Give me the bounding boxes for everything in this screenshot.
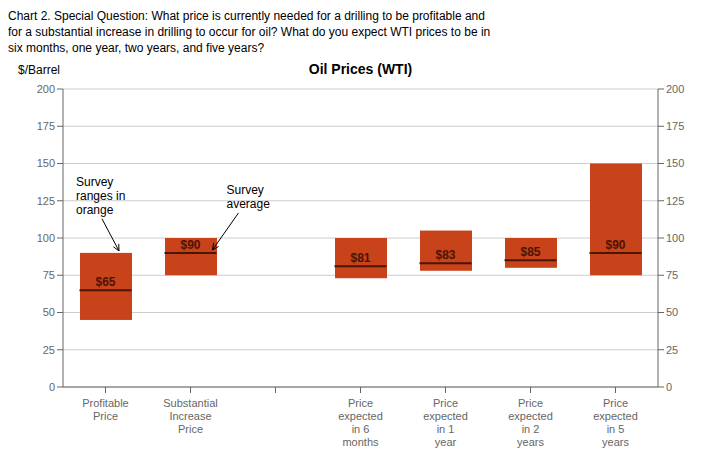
svg-text:0: 0 [49, 381, 55, 393]
svg-text:200: 200 [666, 83, 684, 95]
svg-text:$90: $90 [180, 238, 200, 252]
svg-text:SubstantialIncreasePrice: SubstantialIncreasePrice [163, 397, 217, 435]
svg-text:125: 125 [666, 195, 684, 207]
svg-text:ProfitablePrice: ProfitablePrice [82, 397, 128, 422]
svg-text:25: 25 [43, 344, 55, 356]
svg-text:100: 100 [37, 232, 55, 244]
svg-text:150: 150 [666, 157, 684, 169]
html-text:$/Barrel: $/Barrel [18, 63, 60, 77]
svg-text:50: 50 [666, 306, 678, 318]
svg-text:75: 75 [43, 269, 55, 281]
svg-text:175: 175 [666, 120, 684, 132]
svg-text:125: 125 [37, 195, 55, 207]
svg-text:Surveyaverage: Surveyaverage [227, 183, 271, 211]
svg-text:25: 25 [666, 344, 678, 356]
html-text:Oil Prices (WTI): Oil Prices (WTI) [308, 61, 413, 77]
svg-text:175: 175 [37, 120, 55, 132]
svg-text:$65: $65 [95, 275, 115, 289]
svg-text:Priceexpectedin 2years: Priceexpectedin 2years [508, 397, 553, 448]
svg-text:Priceexpectedin 1year: Priceexpectedin 1year [423, 397, 468, 448]
svg-text:100: 100 [666, 232, 684, 244]
svg-text:Surveyranges inorange: Surveyranges inorange [76, 175, 125, 217]
svg-text:$81: $81 [350, 251, 370, 265]
svg-text:75: 75 [666, 269, 678, 281]
svg-text:Priceexpectedin 5years: Priceexpectedin 5years [593, 397, 638, 448]
svg-text:50: 50 [43, 306, 55, 318]
svg-text:$90: $90 [605, 238, 625, 252]
svg-text:0: 0 [666, 381, 672, 393]
svg-text:200: 200 [37, 83, 55, 95]
svg-text:$85: $85 [520, 245, 540, 259]
svg-text:Priceexpectedin 6months: Priceexpectedin 6months [338, 397, 383, 448]
svg-text:150: 150 [37, 157, 55, 169]
html-text:Chart 2. Special Question: Wha: Chart 2. Special Question: What price is… [8, 9, 491, 56]
svg-text:$83: $83 [435, 248, 455, 262]
